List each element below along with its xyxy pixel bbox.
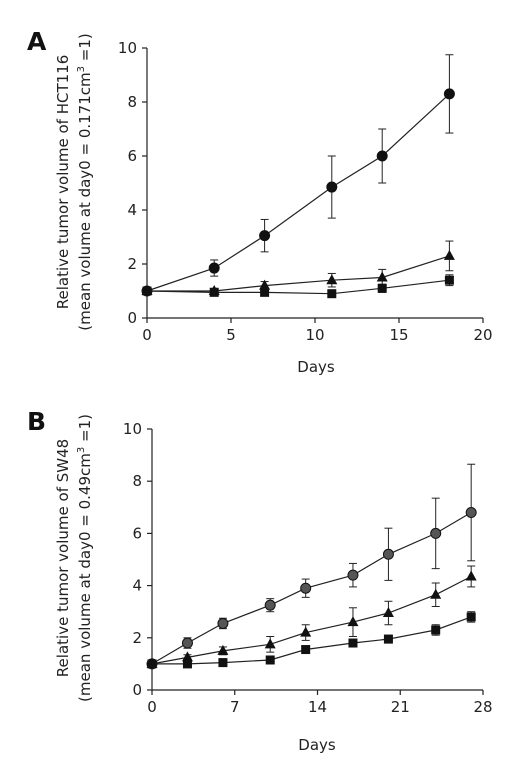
series-line-circle [151,511,472,665]
y-tick-label-b: 8 [132,472,142,490]
data-point-triangle [382,607,394,618]
data-point-circle [326,181,338,193]
data-point-circle [430,527,442,539]
x-axis-label-b: Days [298,736,336,754]
series-line-circle [146,93,450,292]
data-point-circle [347,569,359,581]
data-point-triangle [443,249,455,260]
x-tick-label-a: 20 [473,326,492,344]
x-tick-label-a: 0 [142,326,152,344]
y-tick-label-a: 6 [127,147,137,165]
y-tick-label-a: 4 [127,201,137,219]
series-line-square [152,616,472,665]
x-tick-label-a: 5 [226,326,236,344]
y-tick-label-a: 0 [127,309,137,327]
y-tick-label-b: 6 [132,524,142,542]
y-axis-label-a-line1: Relative tumor volume of HCT116 [54,55,72,309]
data-point-triangle [326,274,338,285]
data-point-square [182,659,192,669]
data-point-square [142,286,152,296]
series-circle-b [146,463,477,670]
data-point-square [383,634,393,644]
data-point-circle [382,548,394,560]
y-axis-label-a-line2-pre: (mean volume at day0 = 0.171cm [76,72,94,330]
chart-panel-b: B Relative tumor volume of SW48 (mean vo… [27,407,493,754]
data-point-square [147,659,157,669]
series-line-triangle [151,575,472,665]
data-point-square [327,289,337,299]
data-point-triangle [181,651,193,662]
series-square-b [147,611,476,669]
y-axis-label-b-line1: Relative tumor volume of SW48 [54,439,72,677]
data-point-circle [259,230,271,242]
data-point-square [348,638,358,648]
data-point-circle [300,582,312,594]
data-point-triangle [259,279,271,290]
data-point-square [444,275,454,285]
x-tick-label-b: 0 [147,698,157,716]
y-tick-label-a: 8 [127,93,137,111]
data-point-square [209,287,219,297]
chart-panel-a: A Relative tumor volume of HCT116 (mean … [27,27,493,376]
y-tick-label-a: 10 [118,39,137,57]
x-tick-label-b: 7 [230,698,240,716]
data-point-square [301,645,311,655]
y-tick-label-b: 2 [132,629,142,647]
data-point-circle [443,88,455,100]
y-axis-label-a-line2-post: =1) [76,33,94,66]
x-tick-label-a: 10 [305,326,324,344]
y-axis-label-b-line2-pre: (mean volume at day0 = 0.49cm [76,453,94,702]
y-axis-label-a-line2: (mean volume at day0 = 0.171cm3 =1) [76,33,94,331]
data-point-square [260,287,270,297]
data-point-square [466,612,476,622]
series-line-triangle [147,255,450,292]
data-point-circle [376,150,388,162]
x-tick-label-b: 14 [308,698,327,716]
data-point-square [431,625,441,635]
data-point-triangle [465,570,477,581]
x-tick-label-b: 28 [473,698,492,716]
data-point-circle [264,599,276,611]
data-point-square [265,655,275,665]
y-axis-label-b-line2-post: =1) [76,414,94,447]
x-tick-label-b: 21 [391,698,410,716]
data-point-triangle [430,588,442,599]
data-point-triangle [376,271,388,282]
data-point-circle [217,617,229,629]
x-axis-label-a: Days [297,358,335,376]
data-point-triangle [264,638,276,649]
series-triangle-a [141,240,455,295]
series-triangle-b [146,565,477,668]
y-tick-label-b: 0 [132,681,142,699]
data-point-triangle [347,616,359,627]
x-tick-label-a: 15 [389,326,408,344]
data-point-circle [465,507,477,519]
plot-area-a: 0 2 4 6 8 10 0 5 10 15 20 [118,39,493,344]
y-axis-label-b-line2: (mean volume at day0 = 0.49cm3 =1) [76,414,94,702]
plot-area-b: 0 2 4 6 8 10 0 7 14 21 28 [123,420,493,716]
data-point-triangle [217,644,229,655]
data-point-square [377,283,387,293]
panel-label-a: A [27,27,47,56]
series-circle-a [141,54,455,297]
y-axis-label-a-line2-sup: 3 [76,66,87,72]
data-point-circle [208,262,220,274]
y-tick-label-b: 10 [123,420,142,438]
data-point-circle [181,637,193,649]
data-point-triangle [300,626,312,637]
series-line-square [146,279,450,295]
data-point-square [218,658,228,668]
y-tick-label-b: 4 [132,577,142,595]
series-square-a [142,274,454,299]
y-axis-label-b-line2-sup: 3 [76,447,87,453]
panel-label-b: B [27,407,46,436]
y-tick-label-a: 2 [127,255,137,273]
